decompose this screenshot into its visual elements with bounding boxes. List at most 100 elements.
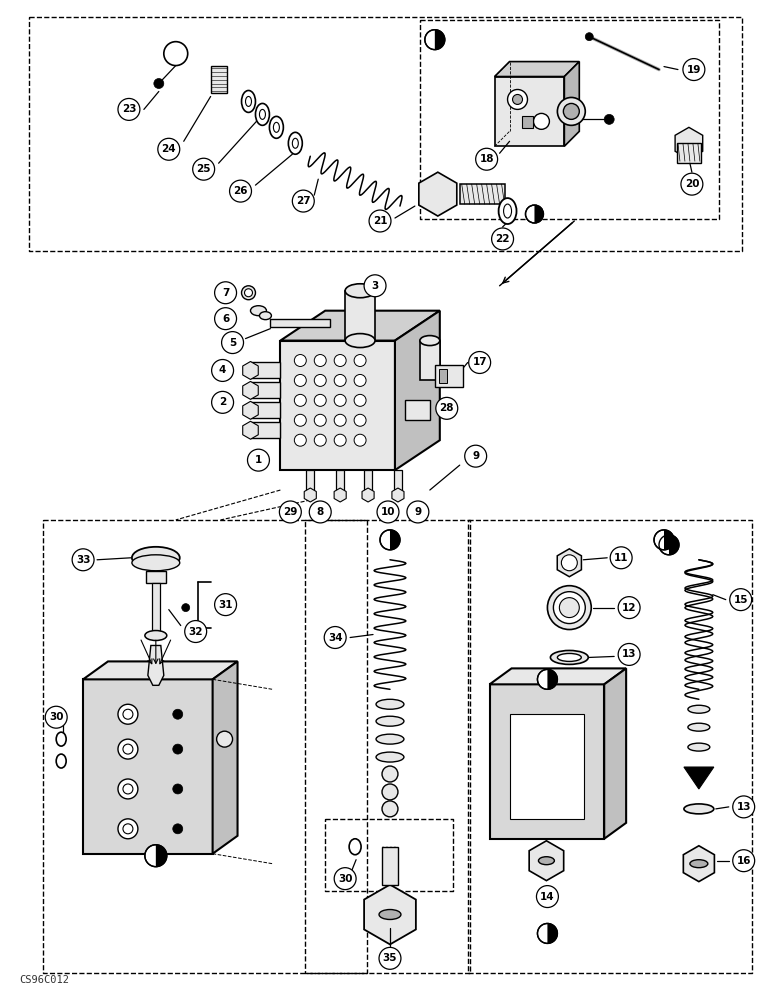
Text: 25: 25 — [196, 164, 211, 174]
Circle shape — [294, 434, 306, 446]
Polygon shape — [212, 661, 238, 854]
Circle shape — [173, 824, 183, 834]
Ellipse shape — [293, 138, 298, 148]
Circle shape — [293, 190, 314, 212]
Circle shape — [537, 923, 557, 943]
Circle shape — [407, 501, 428, 523]
Circle shape — [46, 706, 67, 728]
Polygon shape — [242, 381, 259, 399]
Circle shape — [382, 766, 398, 782]
Circle shape — [354, 414, 366, 426]
Circle shape — [465, 445, 486, 467]
Polygon shape — [684, 767, 714, 789]
Ellipse shape — [684, 804, 714, 814]
Circle shape — [513, 94, 523, 104]
Circle shape — [492, 228, 513, 250]
Circle shape — [380, 530, 400, 550]
Bar — [29, 17, 742, 251]
Polygon shape — [683, 846, 714, 882]
Circle shape — [185, 621, 207, 642]
Text: 22: 22 — [496, 234, 510, 244]
Ellipse shape — [688, 743, 709, 751]
Ellipse shape — [259, 312, 272, 320]
Circle shape — [248, 449, 269, 471]
Circle shape — [314, 434, 327, 446]
Circle shape — [294, 394, 306, 406]
Circle shape — [681, 173, 703, 195]
Polygon shape — [280, 311, 440, 341]
Circle shape — [469, 352, 491, 373]
Ellipse shape — [538, 857, 554, 865]
Polygon shape — [390, 530, 400, 550]
Text: 5: 5 — [229, 338, 236, 348]
Text: 32: 32 — [188, 627, 203, 637]
Polygon shape — [362, 488, 374, 502]
Ellipse shape — [550, 650, 588, 664]
Circle shape — [730, 589, 752, 611]
Text: 33: 33 — [76, 555, 90, 565]
Text: 21: 21 — [373, 216, 388, 226]
Bar — [345, 291, 375, 341]
Bar — [250, 382, 280, 398]
Circle shape — [164, 42, 188, 66]
Circle shape — [733, 850, 755, 872]
Text: 20: 20 — [685, 179, 699, 189]
Ellipse shape — [242, 286, 256, 300]
Circle shape — [294, 374, 306, 386]
Ellipse shape — [132, 555, 180, 571]
Ellipse shape — [499, 198, 516, 224]
Circle shape — [377, 501, 399, 523]
Polygon shape — [557, 549, 581, 577]
Ellipse shape — [688, 723, 709, 731]
Ellipse shape — [242, 90, 256, 112]
Circle shape — [123, 824, 133, 834]
Ellipse shape — [132, 547, 180, 569]
Text: 10: 10 — [381, 507, 395, 517]
Polygon shape — [675, 127, 703, 159]
Polygon shape — [83, 661, 238, 679]
Bar — [336, 470, 344, 492]
Circle shape — [181, 604, 190, 612]
Ellipse shape — [376, 752, 404, 762]
Bar — [43, 520, 367, 973]
Text: 18: 18 — [479, 154, 494, 164]
Bar — [489, 684, 604, 839]
Text: 30: 30 — [49, 712, 63, 722]
Circle shape — [334, 394, 346, 406]
Circle shape — [683, 59, 705, 81]
Circle shape — [334, 414, 346, 426]
Polygon shape — [547, 923, 557, 943]
Polygon shape — [392, 488, 404, 502]
Circle shape — [310, 501, 331, 523]
Ellipse shape — [250, 306, 266, 316]
Text: 16: 16 — [736, 856, 751, 866]
Circle shape — [222, 332, 243, 354]
Text: 23: 23 — [122, 104, 136, 114]
Ellipse shape — [345, 334, 375, 348]
Ellipse shape — [56, 754, 66, 768]
Polygon shape — [148, 645, 164, 685]
Polygon shape — [364, 885, 416, 944]
Bar — [510, 714, 584, 819]
Circle shape — [334, 868, 356, 890]
Bar — [394, 470, 402, 492]
Text: 15: 15 — [733, 595, 748, 605]
Circle shape — [733, 796, 755, 818]
Polygon shape — [242, 362, 259, 379]
Circle shape — [334, 355, 346, 366]
Bar — [152, 583, 160, 633]
Ellipse shape — [690, 860, 708, 868]
Circle shape — [123, 709, 133, 719]
Ellipse shape — [503, 204, 512, 218]
Circle shape — [157, 138, 180, 160]
Circle shape — [145, 845, 167, 867]
Bar — [306, 470, 314, 492]
Circle shape — [173, 709, 183, 719]
Circle shape — [229, 180, 252, 202]
Polygon shape — [242, 421, 259, 439]
Circle shape — [654, 530, 674, 550]
Polygon shape — [156, 845, 167, 867]
Ellipse shape — [259, 109, 266, 119]
Circle shape — [564, 103, 579, 119]
Circle shape — [215, 308, 236, 330]
